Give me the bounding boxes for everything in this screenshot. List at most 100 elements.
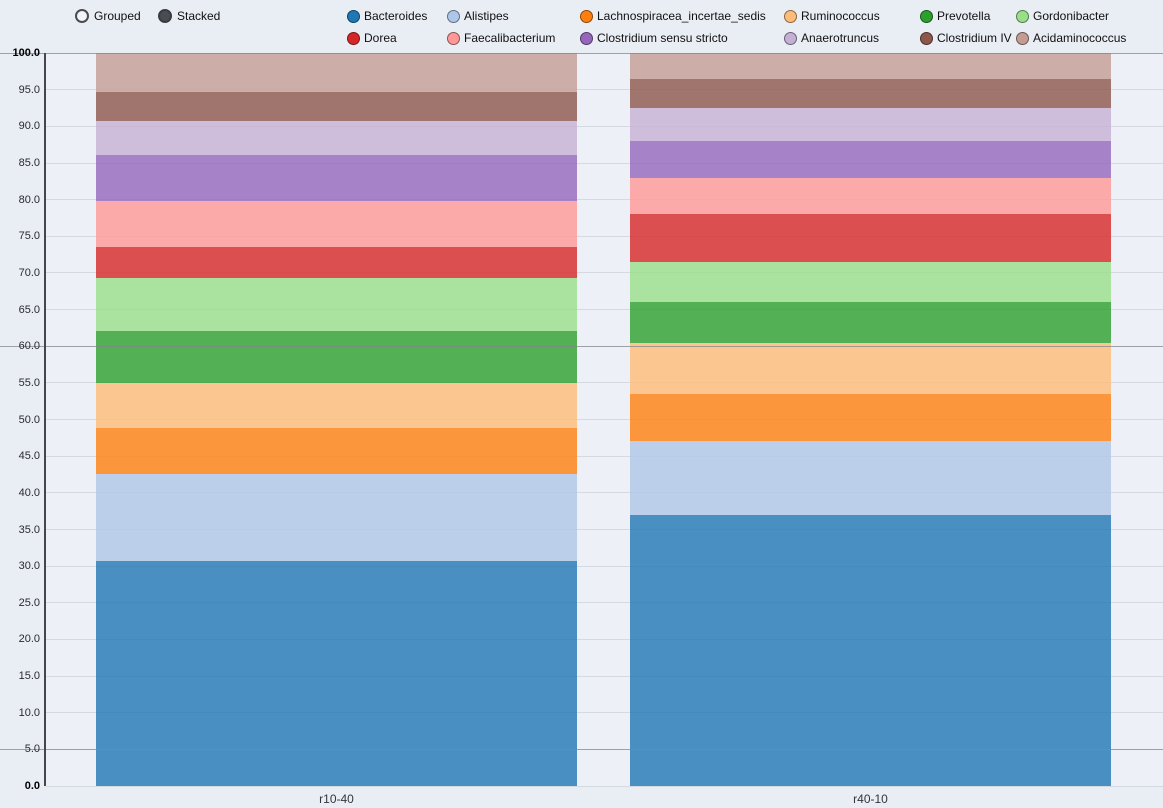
y-tick-label: 40.0 bbox=[18, 486, 40, 499]
legend-swatch bbox=[1016, 31, 1029, 45]
legend-item-prevotella[interactable]: Prevotella bbox=[920, 9, 990, 23]
y-tick-label: 5.0 bbox=[24, 743, 40, 756]
y-tick-label: 70.0 bbox=[18, 266, 40, 279]
bar-segment[interactable] bbox=[630, 342, 1111, 394]
major-gridline bbox=[0, 748, 1163, 750]
bar-segment[interactable] bbox=[630, 441, 1111, 515]
bar-segment[interactable] bbox=[630, 514, 1111, 786]
gridline bbox=[46, 382, 1163, 384]
legend-label: Acidaminococcus bbox=[1033, 31, 1127, 45]
legend-swatch bbox=[580, 9, 593, 23]
gridline bbox=[46, 235, 1163, 237]
legend-item-dorea[interactable]: Dorea bbox=[347, 31, 397, 45]
y-tick-label: 20.0 bbox=[18, 633, 40, 646]
gridline bbox=[46, 162, 1163, 164]
legend-item-anaerotruncus[interactable]: Anaerotruncus bbox=[784, 31, 879, 45]
gridline bbox=[46, 785, 1163, 787]
y-tick-label: 50.0 bbox=[18, 413, 40, 426]
gridline bbox=[46, 712, 1163, 714]
bar-segment[interactable] bbox=[630, 393, 1111, 442]
legend-item-acidaminococcus[interactable]: Acidaminococcus bbox=[1016, 31, 1126, 45]
radio-selected-icon bbox=[158, 9, 172, 23]
y-tick-label: 45.0 bbox=[18, 450, 40, 463]
gridline bbox=[46, 309, 1163, 311]
gridline bbox=[46, 455, 1163, 457]
y-tick-label: 75.0 bbox=[18, 230, 40, 243]
bar-segment[interactable] bbox=[96, 121, 577, 155]
legend-label: Clostridium IV bbox=[937, 31, 1012, 45]
legend-item-bacteroides[interactable]: Bacteroides bbox=[347, 9, 427, 23]
y-tick-label: 80.0 bbox=[18, 193, 40, 206]
bar-segment[interactable] bbox=[630, 177, 1111, 215]
y-tick-label: 90.0 bbox=[18, 120, 40, 133]
legend-label: Gordonibacter bbox=[1033, 9, 1110, 23]
bar-segment[interactable] bbox=[630, 261, 1111, 303]
gridline bbox=[46, 89, 1163, 91]
bar-segment[interactable] bbox=[96, 91, 577, 122]
legend-item-clostridium-sensu-stricto[interactable]: Clostridium sensu stricto bbox=[580, 31, 728, 45]
legend-item-gordonibacter[interactable]: Gordonibacter bbox=[1016, 9, 1109, 23]
y-tick-label: 15.0 bbox=[18, 670, 40, 682]
legend-item-faecalibacterium[interactable]: Faecalibacterium bbox=[447, 31, 555, 45]
legend-swatch bbox=[784, 31, 797, 45]
gridline bbox=[46, 529, 1163, 530]
gridline bbox=[46, 565, 1163, 567]
major-gridline bbox=[0, 345, 1163, 347]
legend-swatch bbox=[920, 31, 933, 45]
y-tick-label: 35.0 bbox=[18, 523, 40, 536]
y-tick-label: 60.0 bbox=[18, 340, 40, 353]
legend-swatch bbox=[784, 9, 797, 23]
legend-label: Ruminococcus bbox=[801, 9, 880, 23]
mode-stacked-radio[interactable]: Stacked bbox=[158, 9, 220, 23]
gridline bbox=[46, 272, 1163, 274]
bar-segment[interactable] bbox=[96, 154, 577, 202]
legend-label: Prevotella bbox=[937, 9, 991, 23]
y-tick-label: 25.0 bbox=[18, 596, 40, 609]
bar-segment[interactable] bbox=[96, 278, 577, 331]
legend-label: Anaerotruncus bbox=[801, 31, 880, 45]
bar-segment[interactable] bbox=[630, 214, 1111, 262]
x-category-label: r10-40 bbox=[319, 792, 354, 806]
mode-grouped-radio[interactable]: Grouped bbox=[75, 9, 141, 23]
y-tick-label: 55.0 bbox=[18, 376, 40, 389]
bar-segment[interactable] bbox=[96, 201, 577, 248]
bar-segment[interactable] bbox=[630, 107, 1111, 141]
bar-segment[interactable] bbox=[96, 53, 577, 92]
bar-segment[interactable] bbox=[630, 78, 1111, 108]
legend-swatch bbox=[447, 9, 460, 23]
legend-label: Faecalibacterium bbox=[464, 31, 556, 45]
x-category-label: r40-10 bbox=[853, 792, 888, 806]
major-gridline bbox=[0, 52, 1163, 54]
legend-swatch bbox=[347, 9, 360, 23]
legend-label: Clostridium sensu stricto bbox=[597, 31, 728, 45]
legend-label: Alistipes bbox=[464, 9, 509, 23]
gridline bbox=[46, 419, 1163, 420]
bar-segment[interactable] bbox=[630, 53, 1111, 79]
legend-item-lachnospiracea-incertae-sedis[interactable]: Lachnospiracea_incertae_sedis bbox=[580, 9, 766, 23]
bar-segment[interactable] bbox=[96, 247, 577, 279]
legend-swatch bbox=[920, 9, 933, 23]
radio-unselected-icon bbox=[75, 9, 89, 23]
legend-item-ruminococcus[interactable]: Ruminococcus bbox=[784, 9, 880, 23]
y-tick-label: 85.0 bbox=[18, 157, 40, 169]
bar-segment[interactable] bbox=[96, 330, 577, 383]
y-tick-label: 100.0 bbox=[12, 47, 40, 59]
legend-swatch bbox=[580, 31, 593, 45]
bar-segment[interactable] bbox=[96, 474, 577, 561]
y-tick-label: 0.0 bbox=[24, 780, 40, 792]
bar-segment[interactable] bbox=[96, 428, 577, 475]
bar-segment[interactable] bbox=[96, 560, 577, 786]
gridline bbox=[46, 125, 1163, 127]
mode-label: Stacked bbox=[177, 9, 221, 23]
legend-item-alistipes[interactable]: Alistipes bbox=[447, 9, 509, 23]
bar-segment[interactable] bbox=[96, 382, 577, 429]
legend-swatch bbox=[447, 31, 460, 45]
gridline bbox=[46, 675, 1163, 677]
legend-item-clostridium-iv[interactable]: Clostridium IV bbox=[920, 31, 1012, 45]
legend-swatch bbox=[347, 31, 360, 45]
bar-segment[interactable] bbox=[630, 302, 1111, 343]
gridline bbox=[46, 199, 1163, 201]
gridline bbox=[46, 492, 1163, 494]
bar-segment[interactable] bbox=[630, 140, 1111, 178]
